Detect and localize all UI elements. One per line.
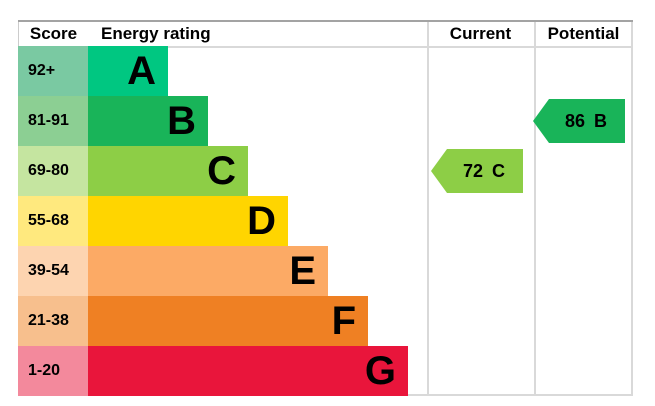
score-range-a: 92+ <box>18 46 88 96</box>
rating-bar-e: E <box>88 246 328 296</box>
rating-bar-a: A <box>88 46 168 96</box>
score-range-f: 21-38 <box>18 296 88 346</box>
table-right-border <box>631 22 633 396</box>
rating-bar-g: G <box>88 346 408 396</box>
header-separator-line <box>18 46 633 48</box>
current-marker-value: 72 <box>462 160 484 181</box>
score-range-c: 69-80 <box>18 146 88 196</box>
band-row-b: 81-91 B <box>18 96 208 146</box>
rating-bar-d: D <box>88 196 288 246</box>
band-row-c: 69-80 C <box>18 146 248 196</box>
potential-marker-value: 86 <box>564 110 586 131</box>
column-header-current: Current <box>449 24 512 43</box>
epc-table: Score Energy rating Current Potential 92… <box>18 20 633 396</box>
band-row-e: 39-54 E <box>18 246 328 296</box>
score-range-b: 81-91 <box>18 96 88 146</box>
rating-bar-b: B <box>88 96 208 146</box>
column-header-potential: Potential <box>547 24 620 43</box>
score-range-d: 55-68 <box>18 196 88 246</box>
potential-marker-arrow: 86 B <box>533 99 625 143</box>
score-range-e: 39-54 <box>18 246 88 296</box>
divider-rating-current <box>427 22 429 396</box>
column-header-score: Score <box>18 22 88 46</box>
current-marker-arrow: 72 C <box>431 149 523 193</box>
current-marker-grade: C <box>492 160 506 181</box>
band-row-g: 1-20 G <box>18 346 408 396</box>
potential-marker-grade: B <box>594 110 608 131</box>
band-row-f: 21-38 F <box>18 296 368 346</box>
column-header-energy-rating: Energy rating <box>101 24 211 43</box>
rating-bar-c: C <box>88 146 248 196</box>
band-row-d: 55-68 D <box>18 196 288 246</box>
band-row-a: 92+ A <box>18 46 168 96</box>
score-range-g: 1-20 <box>18 346 88 396</box>
divider-current-potential <box>534 22 536 396</box>
rating-bar-f: F <box>88 296 368 346</box>
